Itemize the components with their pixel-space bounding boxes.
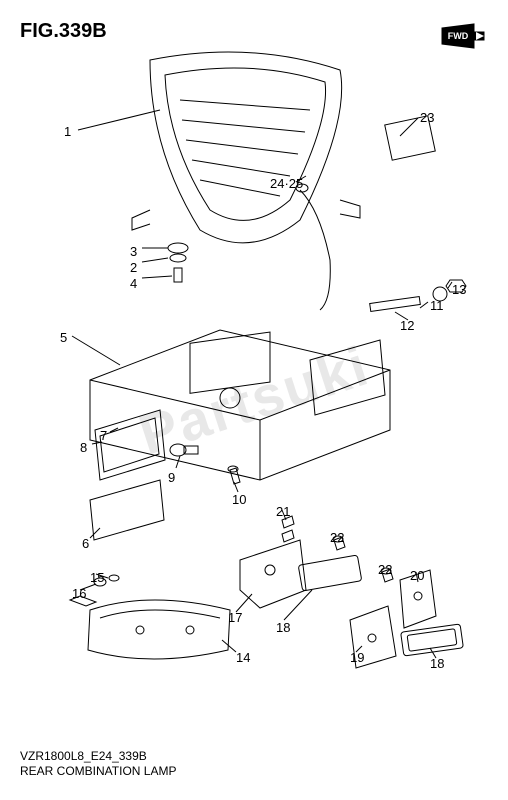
callout-16: 16 [72,586,86,601]
fwd-direction-badge: FWD [440,22,486,50]
footer-name: REAR COMBINATION LAMP [20,764,176,780]
figure-footer: VZR1800L8_E24_339B REAR COMBINATION LAMP [20,749,176,780]
callout-5: 5 [60,330,67,345]
svg-text:FWD: FWD [448,31,469,41]
callout-17: 17 [228,610,242,625]
callout-12: 12 [400,318,414,333]
callout-15: 15 [90,570,104,585]
callout-24-25: 24·25 [270,176,303,191]
callout-1: 1 [64,124,71,139]
callout-6: 6 [82,536,89,551]
callout-10: 10 [232,492,246,507]
callout-11: 11 [430,298,444,313]
callout-23: 23 [420,110,434,125]
callout-21: 21 [276,504,290,519]
callout-8: 8 [80,440,87,455]
callout-18b: 18 [430,656,444,671]
callout-22: 22 [330,530,344,545]
callout-14: 14 [236,650,250,665]
callout-4: 4 [130,276,137,291]
footer-code: VZR1800L8_E24_339B [20,749,176,765]
callout-22b: 22 [378,562,392,577]
callout-19: 19 [350,650,364,665]
callout-18: 18 [276,620,290,635]
callout-3: 3 [130,244,137,259]
callout-7: 7 [100,428,107,443]
callout-2: 2 [130,260,137,275]
callout-9: 9 [168,470,175,485]
callout-13: 13 [452,282,466,297]
figure-title: FIG.339B [20,20,107,43]
callout-20: 20 [410,568,424,583]
